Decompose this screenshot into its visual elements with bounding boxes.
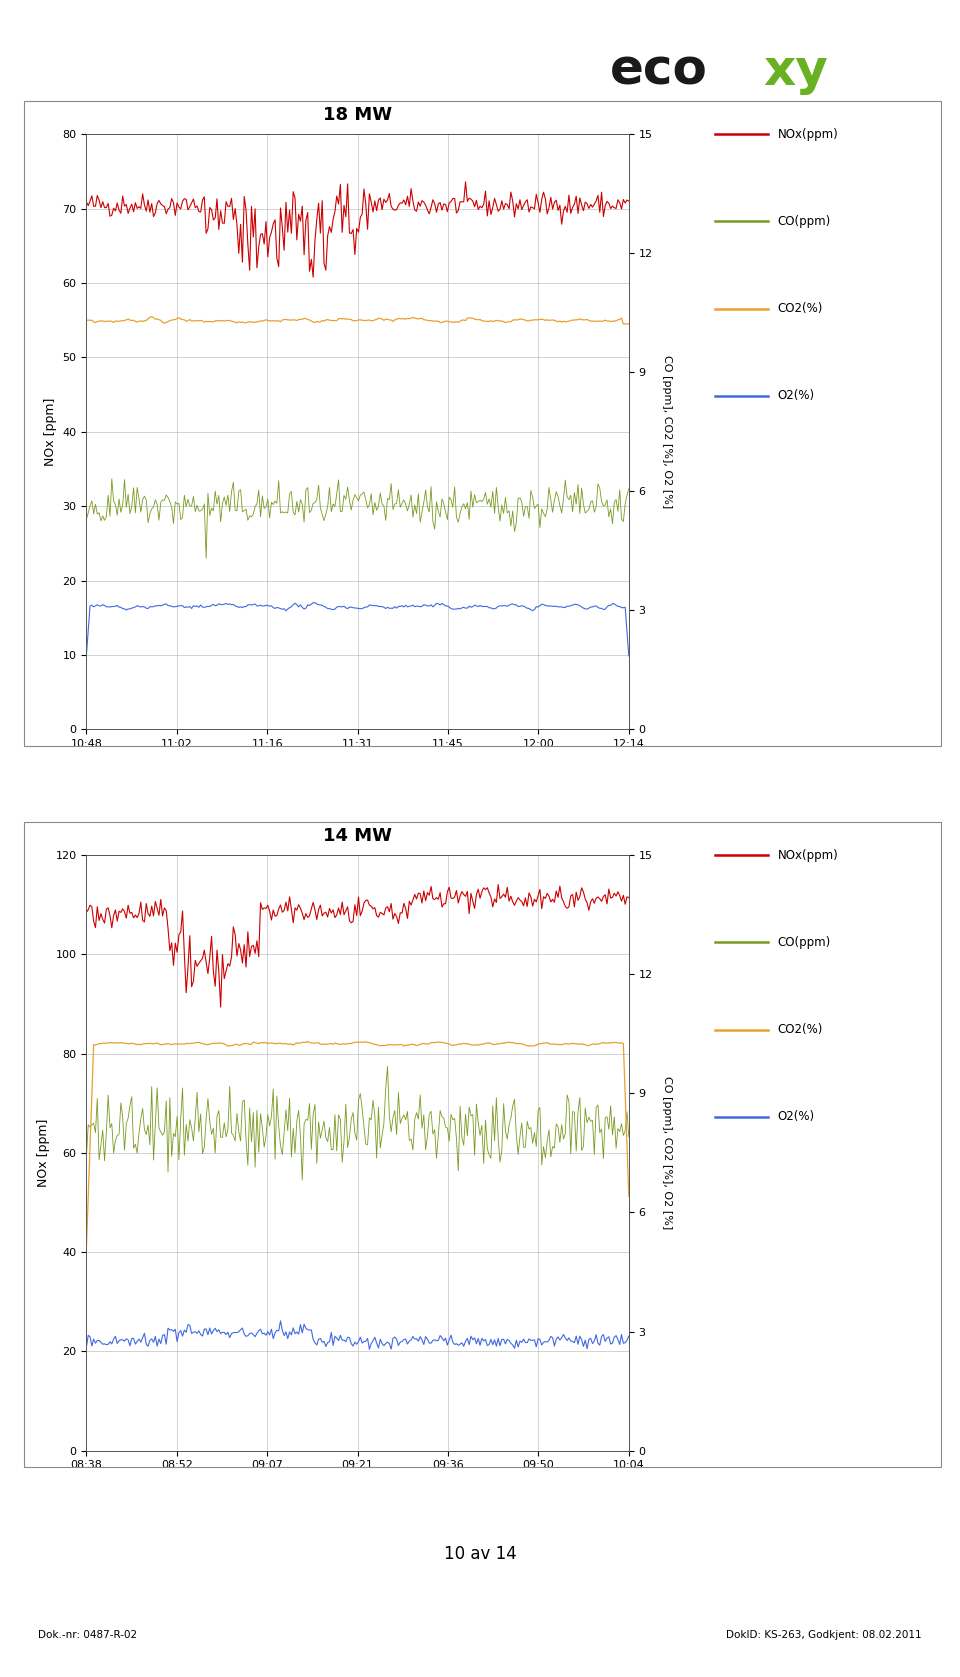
Text: O2(%): O2(%) (778, 389, 815, 402)
Title: 18 MW: 18 MW (323, 106, 393, 124)
Text: NOx(ppm): NOx(ppm) (778, 849, 838, 862)
Title: 14 MW: 14 MW (324, 827, 392, 845)
Text: xy: xy (763, 47, 828, 96)
Y-axis label: NOx [ppm]: NOx [ppm] (37, 1119, 50, 1187)
Text: 10 av 14: 10 av 14 (444, 1545, 516, 1563)
Text: CO(ppm): CO(ppm) (778, 215, 830, 228)
Y-axis label: CO [ppm], CO2 [%], O2 [%]: CO [ppm], CO2 [%], O2 [%] (662, 1077, 672, 1229)
Text: CO2(%): CO2(%) (778, 1023, 823, 1036)
Y-axis label: CO [ppm], CO2 [%], O2 [%]: CO [ppm], CO2 [%], O2 [%] (662, 356, 672, 508)
Text: DokID: KS-263, Godkjent: 08.02.2011: DokID: KS-263, Godkjent: 08.02.2011 (726, 1630, 922, 1640)
Text: CO(ppm): CO(ppm) (778, 936, 830, 949)
Text: O2(%): O2(%) (778, 1110, 815, 1124)
Text: Dok.-nr: 0487-R-02: Dok.-nr: 0487-R-02 (38, 1630, 137, 1640)
Text: eco: eco (610, 47, 708, 96)
Text: NOx(ppm): NOx(ppm) (778, 127, 838, 141)
Y-axis label: NOx [ppm]: NOx [ppm] (44, 397, 57, 466)
Text: CO2(%): CO2(%) (778, 302, 823, 315)
